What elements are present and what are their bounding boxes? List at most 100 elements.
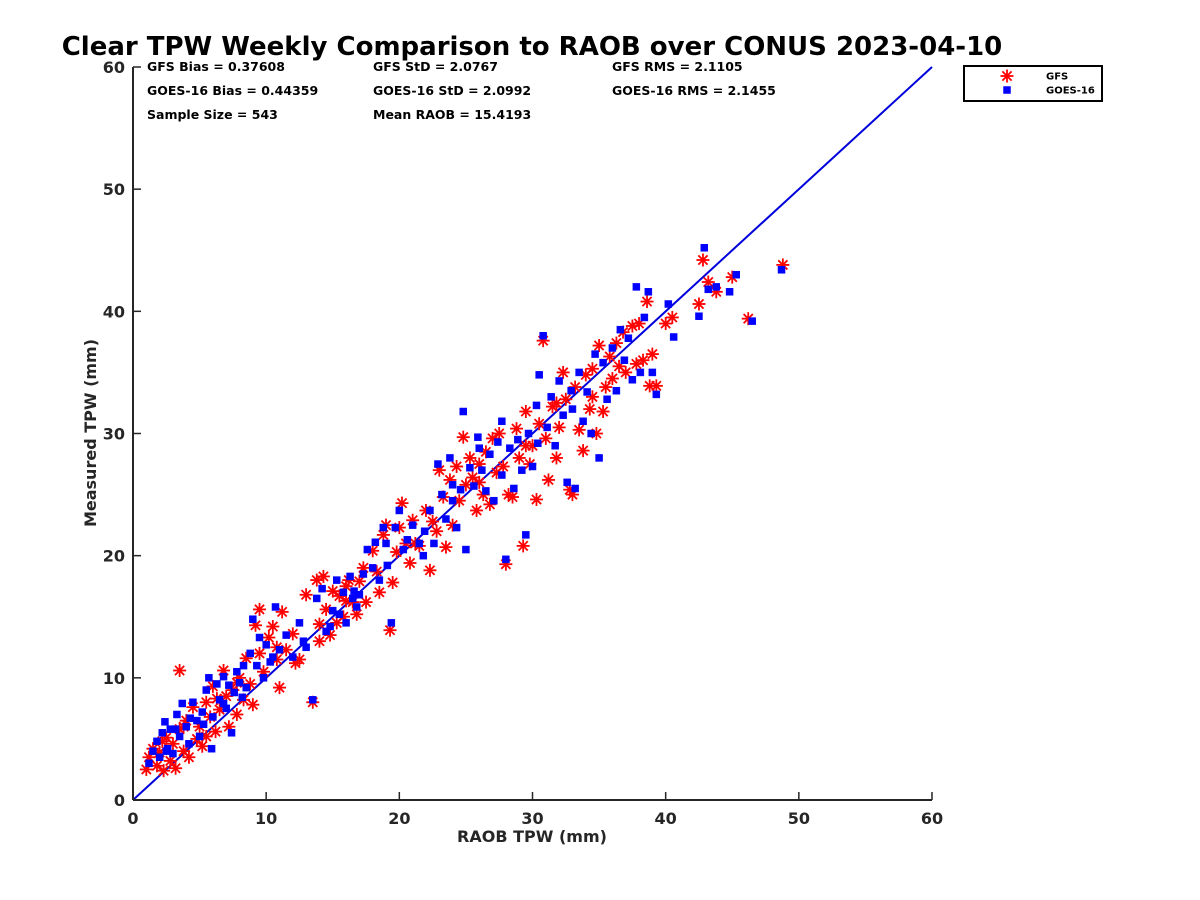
goes16-point (426, 506, 434, 515)
gfs-point (645, 347, 659, 361)
gfs-point (592, 339, 606, 353)
goes16-point (543, 423, 551, 432)
goes16-point (486, 450, 494, 459)
goes16-point (644, 288, 653, 296)
goes16-point (636, 368, 645, 377)
gfs-point (605, 372, 619, 386)
goes16-point (640, 313, 649, 322)
gfs-point (576, 444, 590, 458)
goes16-point (502, 555, 510, 564)
goes16-point (371, 538, 380, 546)
gfs-point (583, 402, 597, 416)
goes16-point (498, 417, 506, 426)
goes16-point (225, 681, 233, 689)
goes16-point (313, 594, 321, 603)
goes16-point (350, 587, 358, 595)
goes16-point (332, 576, 341, 584)
gfs-point (596, 405, 610, 419)
gfs-point (169, 761, 183, 775)
goes16-point (587, 429, 595, 438)
goes16-point (209, 713, 217, 721)
goes16-point (624, 334, 633, 342)
goes16-point (470, 482, 478, 490)
gfs-point (386, 576, 400, 590)
goes16-point (732, 270, 740, 279)
goes16-point (227, 729, 236, 737)
legend-label: GOES-16 (1046, 86, 1095, 97)
goes16-point (575, 368, 583, 377)
goes16-point (568, 405, 577, 413)
goes16-point (403, 536, 412, 544)
goes16-point (322, 627, 330, 636)
goes16-point (329, 606, 337, 615)
goes16-point (259, 674, 268, 682)
goes16-point (352, 603, 361, 611)
goes16-point (342, 619, 350, 627)
goes16-point (632, 283, 641, 291)
goes16-point (255, 633, 264, 642)
x-tick-label: 0 (127, 809, 138, 828)
legend-box (963, 65, 1103, 102)
goes16-point (213, 680, 221, 688)
goes16-point (482, 487, 490, 495)
goes16-point (518, 466, 526, 474)
goes16-point (446, 454, 454, 462)
gfs-point (619, 365, 633, 379)
goes16-point (242, 683, 250, 692)
gfs-point (312, 634, 326, 648)
gfs-point (272, 681, 286, 695)
goes16-point (620, 356, 629, 364)
goes16-point (664, 300, 673, 308)
stat-text: Sample Size = 543 (147, 107, 278, 122)
goes16-point (704, 285, 713, 294)
goes16-point (448, 496, 457, 505)
goes16-point (368, 564, 377, 572)
gfs-point (230, 707, 244, 721)
gfs-point (665, 310, 679, 324)
goes16-point (466, 463, 474, 472)
goes16-point (186, 714, 195, 722)
gfs-point (173, 664, 187, 678)
y-tick-label: 30 (103, 425, 125, 444)
goes16-point (528, 462, 537, 471)
goes16-point (567, 386, 575, 395)
goes16-point (299, 637, 308, 645)
y-tick-label: 50 (103, 180, 125, 199)
goes16-point (506, 444, 514, 452)
gfs-point (253, 646, 267, 660)
goes16-point (235, 678, 244, 687)
goes16-point (282, 631, 290, 639)
goes16-point (442, 515, 450, 523)
goes16-point (271, 603, 280, 611)
goes16-point (547, 393, 555, 401)
goes16-point (420, 527, 429, 535)
goes16-point (534, 439, 542, 448)
goes16-point (524, 429, 533, 438)
gfs-point (559, 392, 573, 406)
gfs-point (696, 253, 710, 267)
series-goes-16 (145, 244, 786, 768)
goes16-point (628, 375, 637, 384)
goes16-point (346, 572, 354, 581)
goes16-point (532, 401, 541, 410)
goes16-point (153, 737, 161, 746)
gfs-point (195, 739, 209, 753)
gfs-point (199, 695, 213, 709)
gfs-point (725, 270, 739, 284)
gfs-point (519, 405, 533, 419)
goes16-point (725, 288, 734, 296)
goes16-point (462, 545, 470, 554)
goes16-point (171, 725, 180, 733)
gfs-point (492, 427, 506, 440)
goes16-point (448, 481, 457, 489)
x-tick-label: 10 (255, 809, 277, 828)
goes16-point (608, 344, 617, 352)
stat-text: GOES-16 StD = 2.0992 (373, 83, 531, 98)
goes16-point (182, 722, 191, 731)
goes16-point (145, 759, 153, 768)
goes16-point (559, 411, 567, 419)
gfs-point (157, 764, 171, 778)
gfs-point (496, 459, 510, 473)
gfs-point (506, 490, 520, 504)
